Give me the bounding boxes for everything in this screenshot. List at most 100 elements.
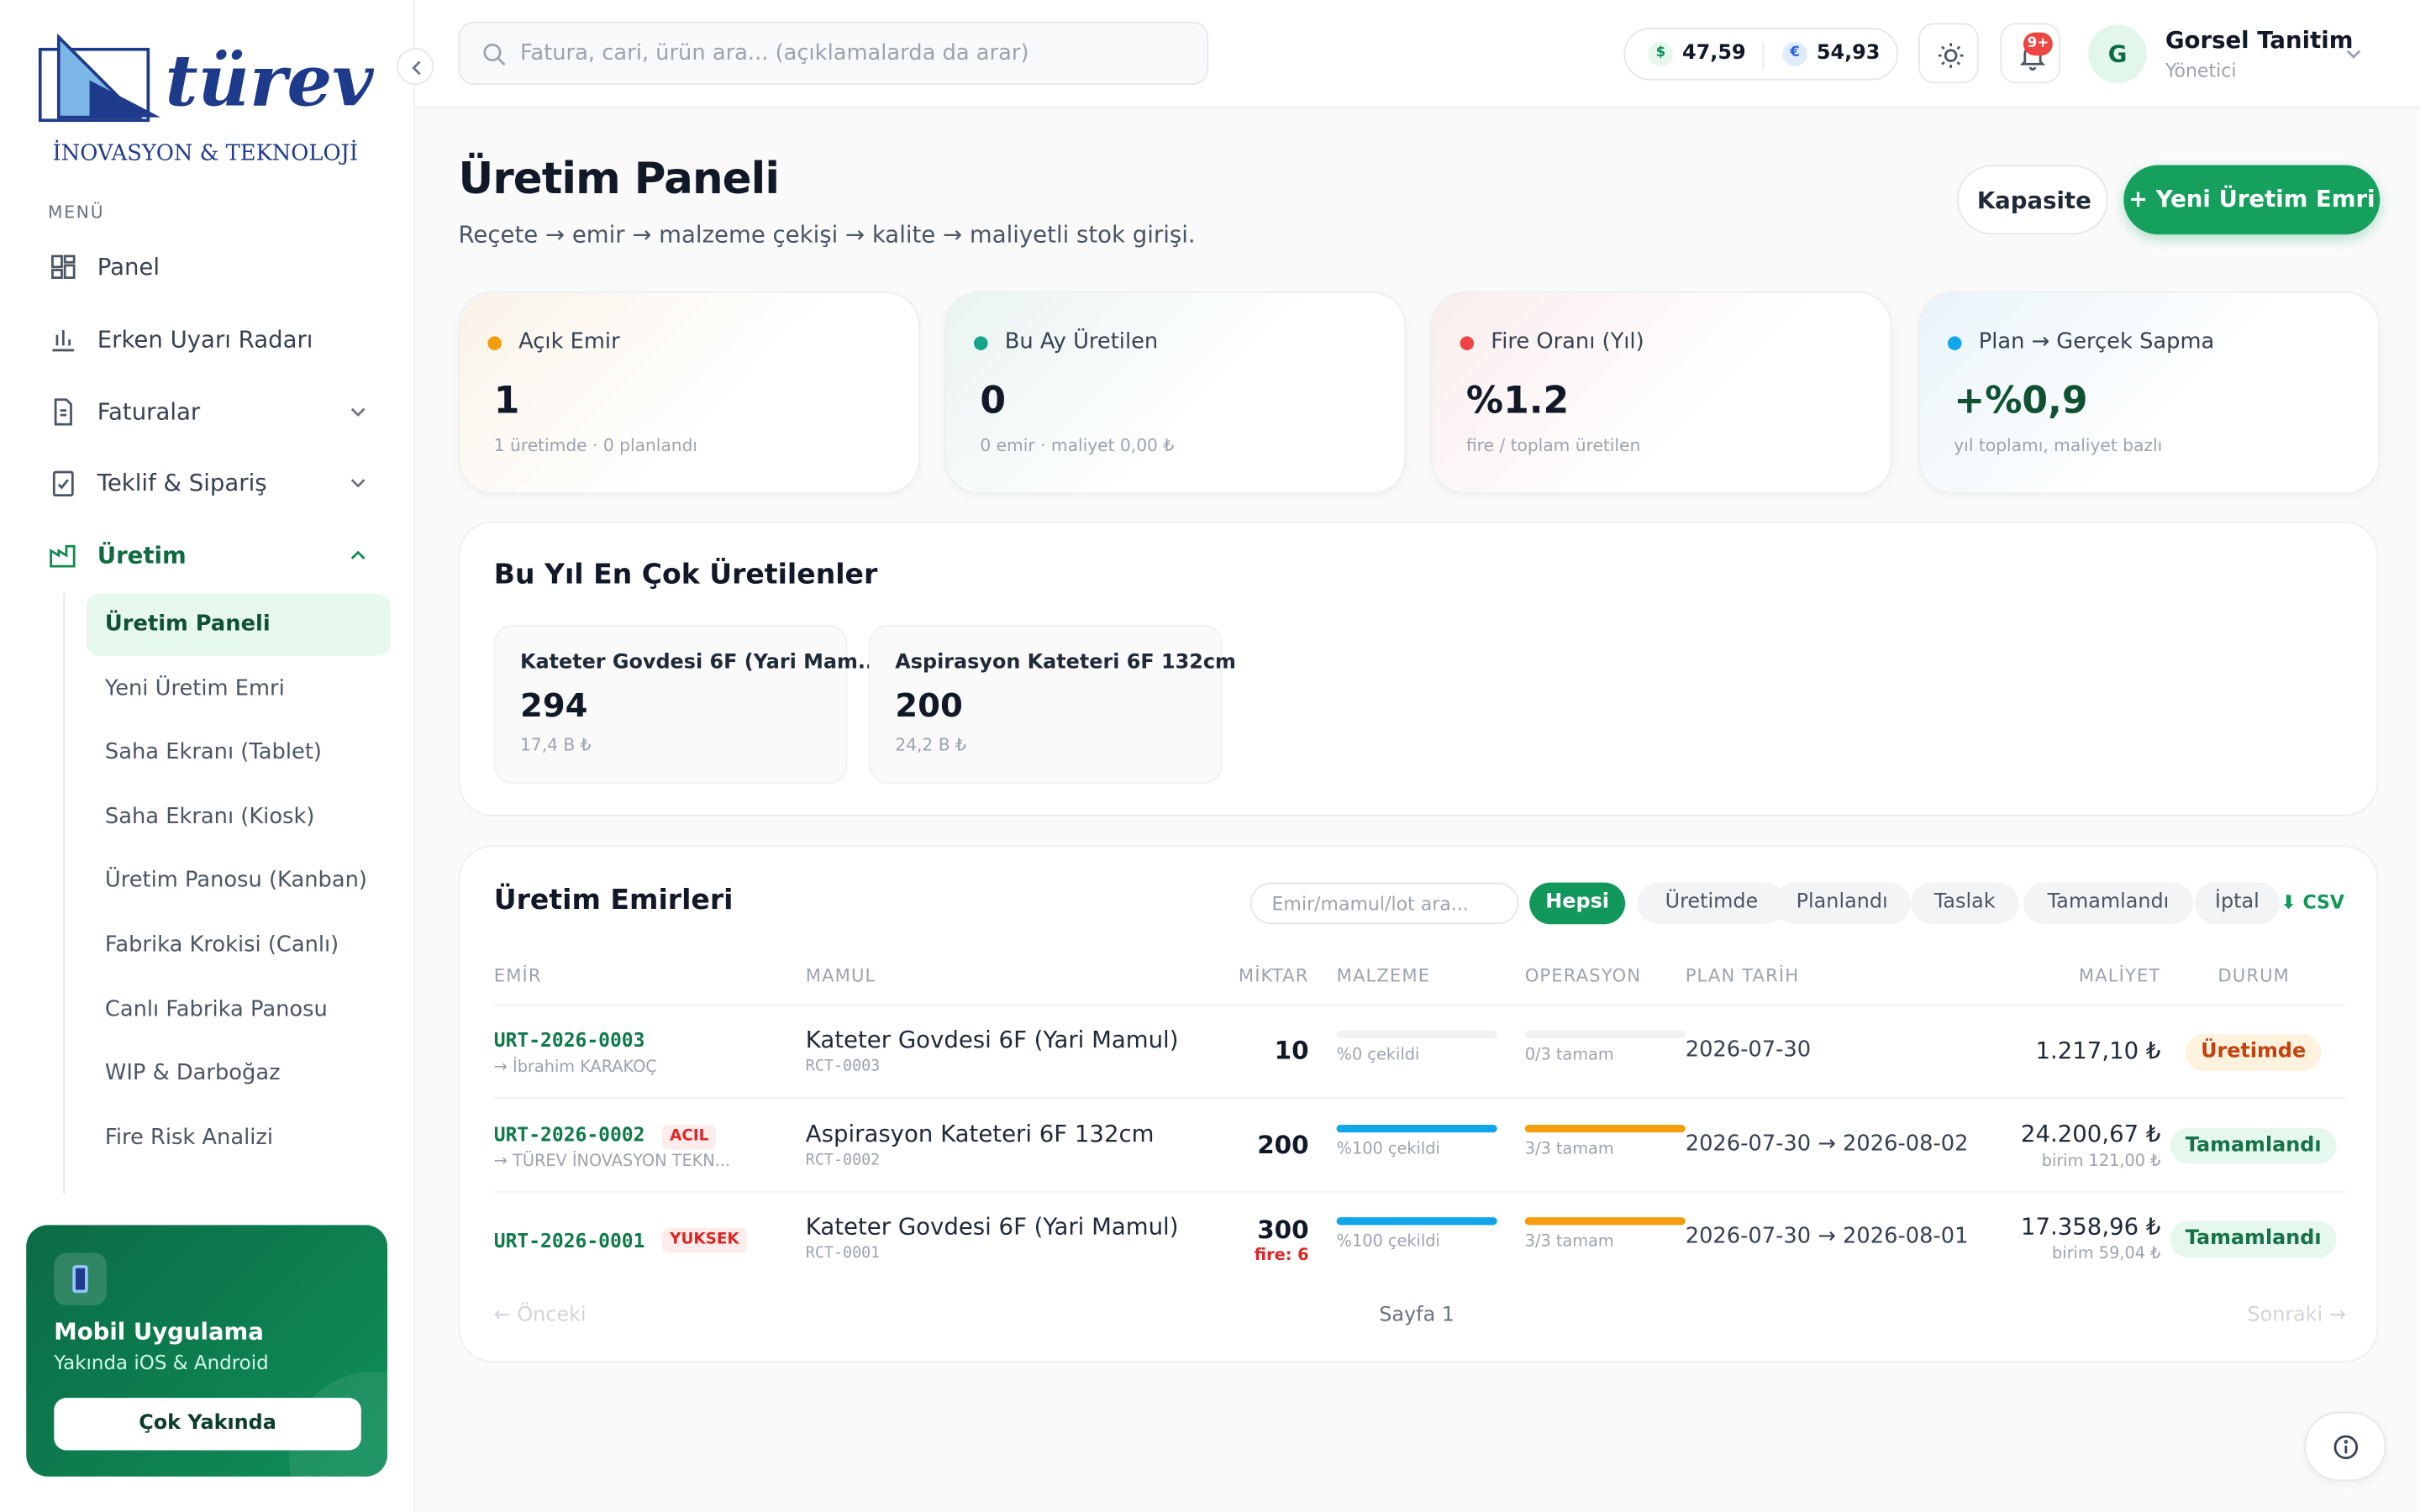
filter-chip[interactable]: Planlandı: [1773, 882, 1911, 925]
user-name: Gorsel Tanitim: [2165, 26, 2354, 55]
product-sub: 17,4 B ₺: [519, 735, 592, 755]
status-pill: Tamamlandı: [2170, 1221, 2337, 1257]
submenu-item: Fabrika Krokisi (Canlı): [104, 932, 339, 958]
order-code[interactable]: URT-2026-0003: [493, 1028, 645, 1052]
order-owner: → TÜREV İNOVASYON TEKN...: [493, 1151, 731, 1170]
filter-label: Planlandı: [1796, 890, 1888, 914]
orders-search-placeholder: Emir/mamul/lot ara...: [1271, 893, 1469, 915]
kpi-value: %1.2: [1465, 379, 1570, 423]
logo: türev: [165, 39, 374, 123]
currency-icon: $: [1648, 41, 1674, 66]
product-card: Kateter Govdesi 6F (Yari Mam... 294 17,4 B…: [493, 624, 881, 785]
orders-search[interactable]: Emir/mamul/lot ara...: [1249, 882, 1519, 925]
badge: 9+: [2023, 32, 2053, 56]
export-csv[interactable]: ⬇ CSV: [2281, 891, 2345, 913]
kpi-card: Plan → Gerçek Sapma +%0,9 yıl toplamı, mal…: [1918, 291, 2381, 494]
progress-label: %0 çekildi: [1336, 1045, 1420, 1064]
unit-cost: birim 121,00 ₺: [2041, 1151, 2161, 1170]
chevron-left: [402, 52, 433, 83]
quantity: 10: [1274, 1036, 1309, 1066]
filter-chip[interactable]: İptal: [2194, 882, 2280, 925]
chevron-svg: [2346, 50, 2361, 59]
menu-item: Panel: [97, 253, 160, 281]
currency-value: 54,93: [1816, 41, 1881, 66]
quantity: 200: [1257, 1129, 1309, 1159]
orders-card: Üretim Emirleri Emir/mamul/lot ara... Heps…: [458, 845, 2379, 1362]
phone-icon: [54, 1252, 107, 1305]
currency-symbol: €: [1790, 45, 1800, 61]
filter-label: Hepsi: [1545, 890, 1609, 914]
order-code[interactable]: URT-2026-0001: [493, 1228, 645, 1252]
kpi-card: Bu Ay Üretilen 0 0 emir · maliyet 0,00 ₺: [944, 291, 1407, 494]
theme-btn[interactable]: [1918, 23, 1979, 84]
chevron-svg: [350, 550, 366, 559]
product-card: Aspirasyon Kateteri 6F 132cm 200 24,2 B ₺: [869, 624, 1236, 785]
plan-date: 2026-07-30 → 2026-08-01: [1685, 1224, 1969, 1250]
submenu-item: Canlı Fabrika Panosu: [104, 996, 328, 1022]
secondary-btn[interactable]: Kapasite: [1956, 165, 2108, 235]
order-code[interactable]: URT-2026-0002: [493, 1121, 645, 1145]
submenu-item: Fire Risk Analizi: [104, 1125, 274, 1151]
collapse-btn[interactable]: [397, 47, 434, 86]
chevron-svg: [350, 407, 366, 417]
filter-chip[interactable]: Üretimde: [1637, 882, 1786, 925]
chevron: [343, 540, 374, 571]
page-title: Üretim Paneli: [458, 153, 780, 204]
tagline: İNOVASYON & TEKNOLOJİ: [52, 141, 359, 166]
promo-button[interactable]: Çok Yakında: [54, 1398, 361, 1451]
recipe-code: RCT-0001: [805, 1245, 881, 1263]
search-placeholder: Fatura, cari, ürün ara... (açıklamalarda…: [519, 40, 1029, 66]
top-products-card: Bu Yıl En Çok Üretilenler Kateter Govdesi…: [458, 521, 2379, 816]
progress-bar: [1336, 1217, 1497, 1226]
search-icon-svg: [483, 43, 506, 66]
menu-item: Faturalar: [97, 397, 201, 426]
info-btn[interactable]: [2304, 1411, 2386, 1482]
filter-chip[interactable]: Tamamlandı: [2023, 882, 2194, 925]
search-box[interactable]: Fatura, cari, ürün ara... (açıklamalarda…: [458, 21, 1209, 86]
page-subtitle: Reçete → emir → malzeme çekişi → kalite …: [458, 220, 1196, 249]
active-item[interactable]: [86, 594, 391, 656]
chevron-left-svg: [412, 60, 421, 76]
avatar-initial: G: [2107, 39, 2128, 68]
progress-label: 3/3 tamam: [1524, 1232, 1614, 1252]
chevron: [343, 396, 374, 428]
menu-icon-svg: [51, 255, 76, 279]
progress-bar: [1524, 1217, 1686, 1226]
divider: [1762, 41, 1765, 70]
unit-cost: birim 59,04 ₺: [2051, 1244, 2161, 1263]
kpi-note: 1 üretimde · 0 planlandı: [493, 435, 698, 456]
product-value: 200: [895, 687, 963, 725]
product-name: Kateter Govdesi 6F (Yari Mam...: [519, 651, 881, 675]
menu-icon-svg: [52, 470, 74, 496]
kpi-value: 1: [493, 379, 520, 423]
menu-item: Üretim: [97, 541, 187, 570]
recipe-code: RCT-0002: [805, 1152, 881, 1169]
quantity: 300: [1257, 1215, 1309, 1245]
submenu-item: WIP & Darboğaz: [104, 1061, 281, 1086]
section-title: Bu Yıl En Çok Üretilenler: [493, 559, 878, 591]
row-line: [493, 1190, 2346, 1192]
product-value: 294: [519, 687, 588, 725]
progress-track: [1524, 1030, 1686, 1039]
kpi-note: yıl toplamı, maliyet bazlı: [1954, 435, 2163, 456]
progress-label: 0/3 tamam: [1524, 1045, 1614, 1064]
info-icon-svg: [2333, 1435, 2359, 1460]
sun-icon-svg: [1938, 42, 1963, 67]
kpi-note: 0 emir · maliyet 0,00 ₺: [980, 435, 1175, 456]
currency-pill: $47,59 €54,93: [1623, 28, 1899, 81]
status-pill: Tamamlandı: [2170, 1127, 2337, 1164]
user-role: Yönetici: [2165, 60, 2237, 81]
column-header: MAMUL: [805, 964, 876, 986]
primary-btn[interactable]: + Yeni Üretim Emri: [2123, 165, 2381, 235]
product-name: Kateter Govdesi 6F (Yari Mamul): [805, 1212, 1179, 1241]
primary-btn-label: + Yeni Üretim Emri: [2128, 185, 2375, 213]
filter-chip[interactable]: Hepsi: [1529, 882, 1626, 925]
submenu-item: Yeni Üretim Emri: [104, 675, 285, 701]
currency-value: 47,59: [1682, 41, 1746, 66]
menu-icon-svg: [54, 398, 72, 426]
cost: 24.200,67 ₺: [2020, 1119, 2161, 1147]
column-header: PLAN TARİH: [1685, 964, 1800, 986]
filter-chip[interactable]: Taslak: [1910, 882, 2019, 925]
menu-icon-svg: [50, 544, 76, 568]
